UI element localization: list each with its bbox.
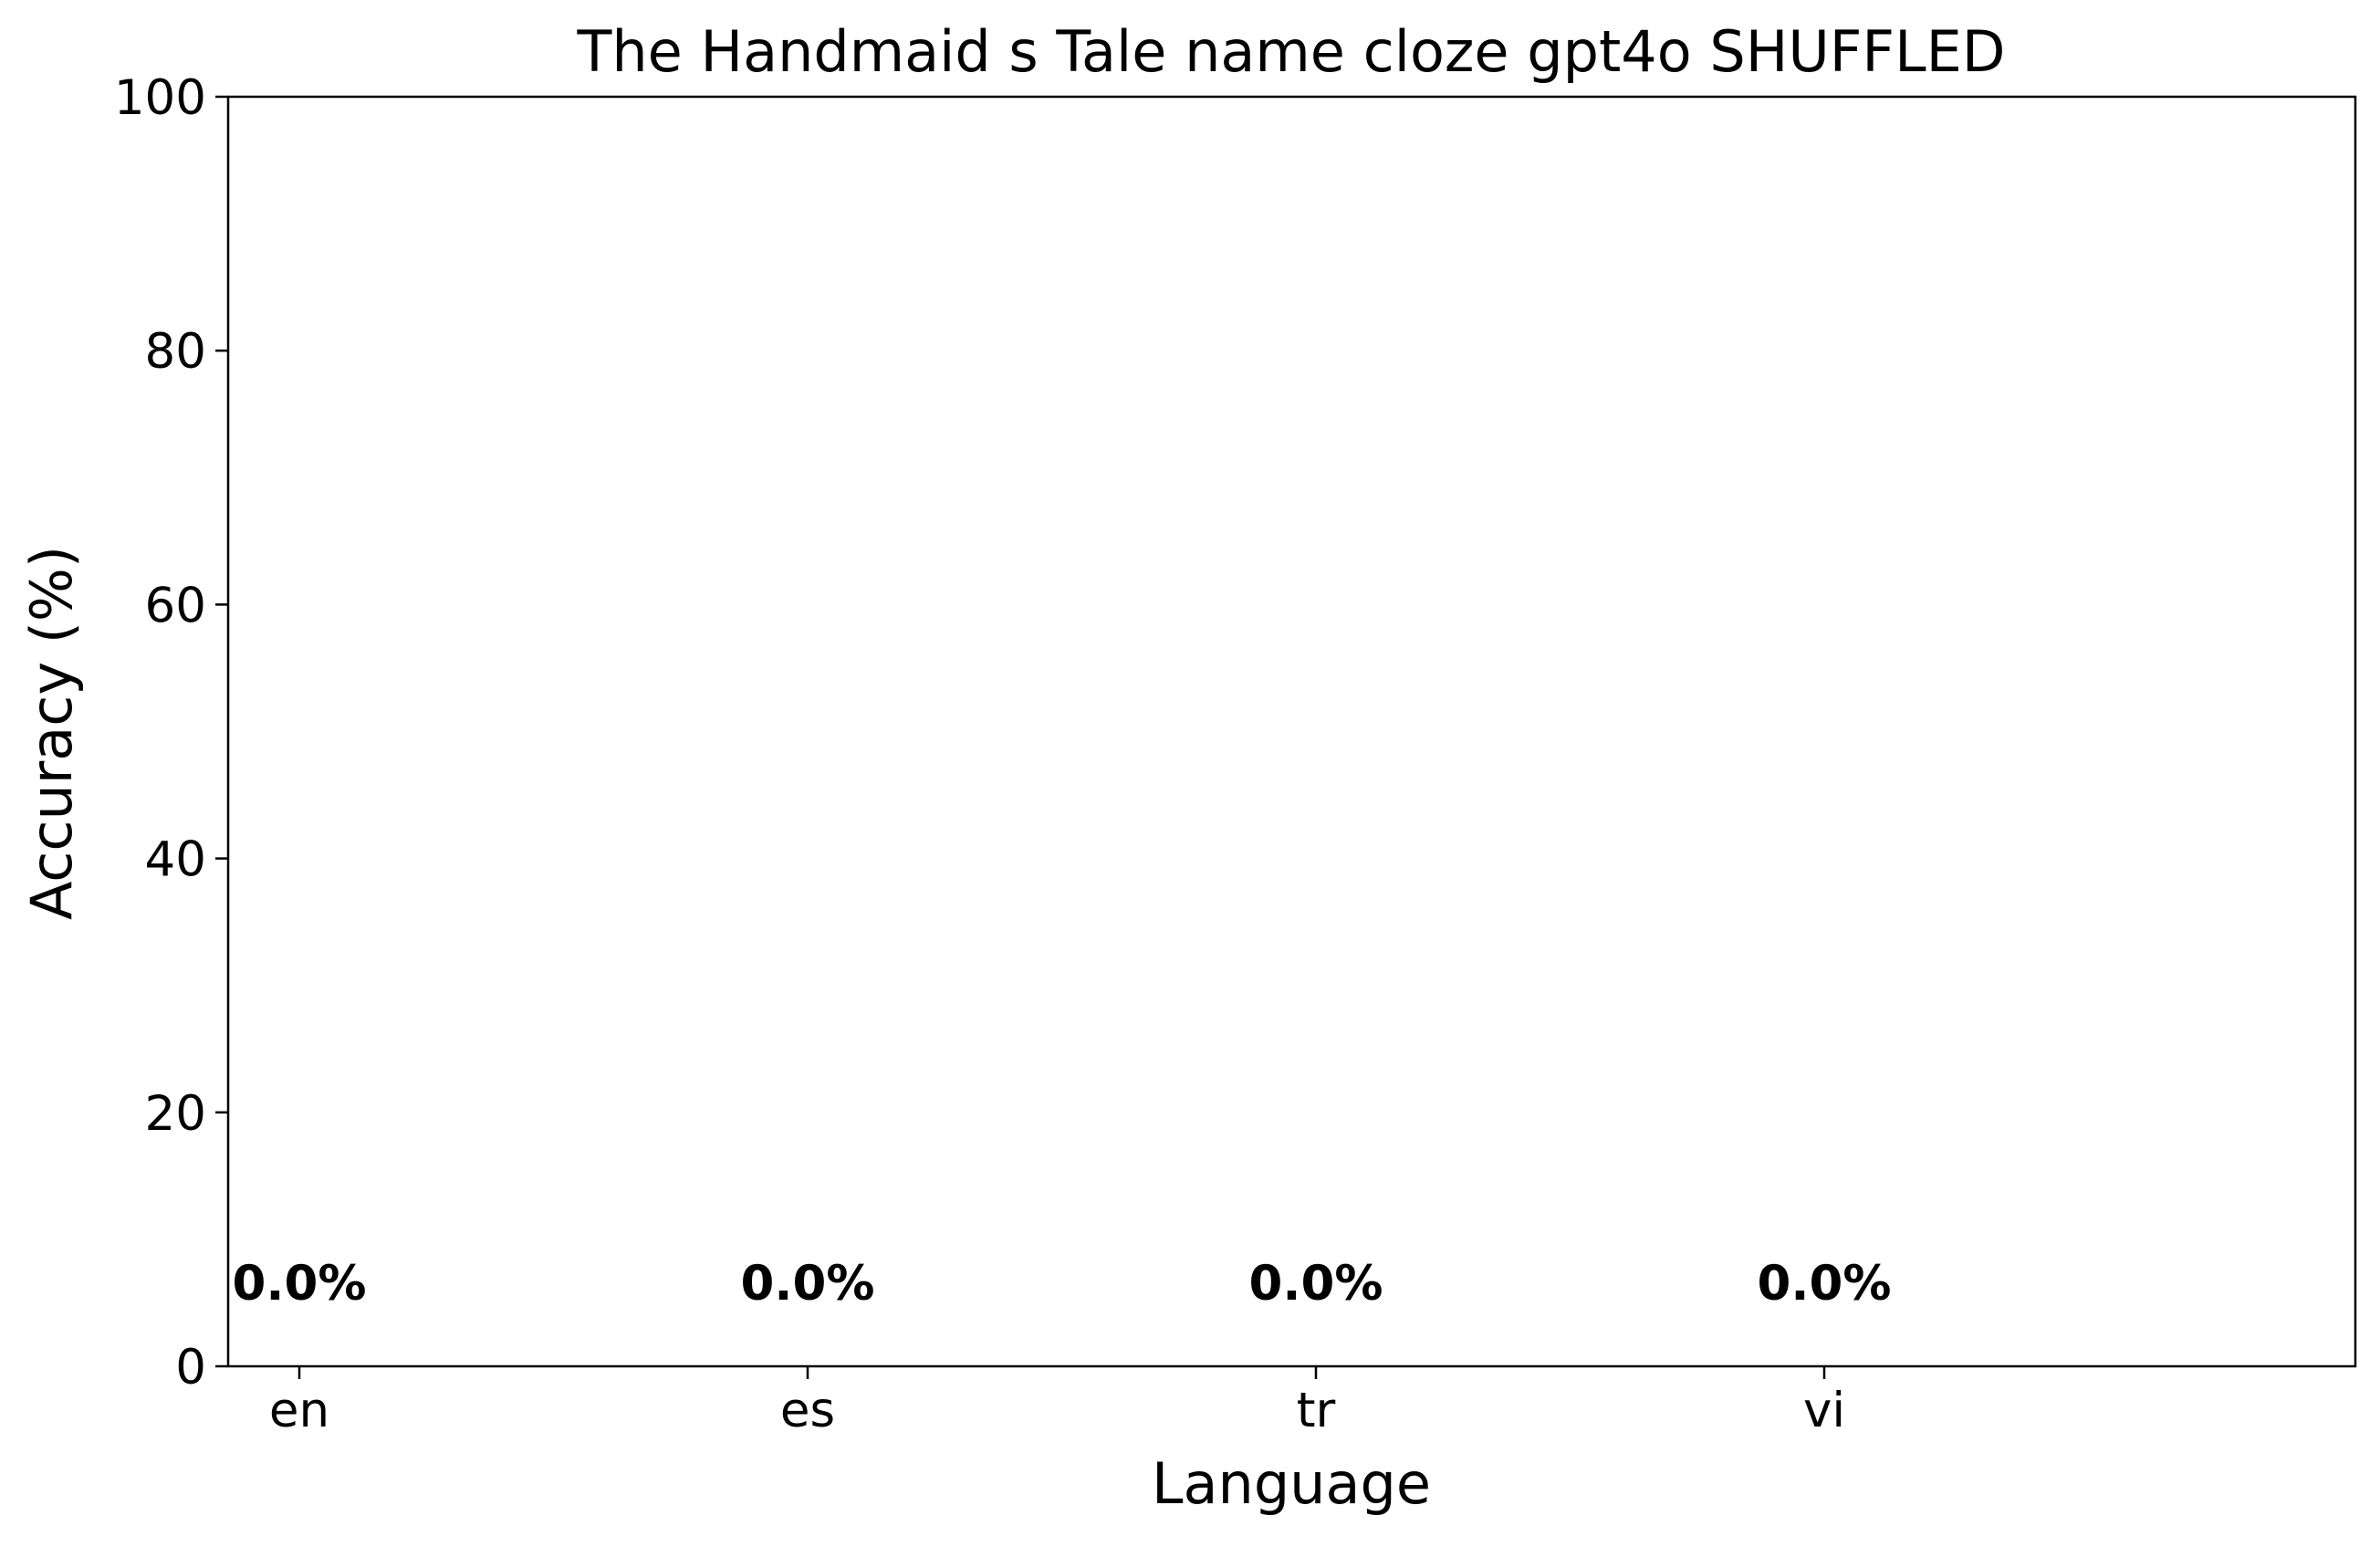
- x-tick-label: es: [780, 1383, 835, 1438]
- y-axis-label: Accuracy (%): [18, 546, 85, 920]
- y-tick-label: 20: [145, 1086, 206, 1142]
- x-tick-label: tr: [1297, 1383, 1336, 1438]
- bar-value-label: 0.0%: [1758, 1256, 1892, 1312]
- x-axis-label: Language: [1152, 1450, 1431, 1517]
- y-tick-label: 80: [145, 324, 206, 380]
- x-tick-label: vi: [1803, 1383, 1845, 1438]
- plot-area: 0 20 40 60 80 100 en 0.0% es 0.0% tr 0.0% vi 0.0%: [114, 70, 1892, 1438]
- bar-value-label: 0.0%: [233, 1256, 367, 1312]
- y-tick-label: 100: [114, 70, 206, 126]
- y-tick-label: 0: [175, 1340, 206, 1395]
- y-tick-label: 60: [145, 578, 206, 633]
- bar-value-label: 0.0%: [741, 1256, 875, 1312]
- bar-value-label: 0.0%: [1249, 1256, 1383, 1312]
- y-tick-label: 40: [145, 832, 206, 888]
- plot-frame: [226, 95, 2357, 1368]
- chart-title: The Handmaid s Tale name cloze gpt4o SHU…: [576, 18, 2005, 85]
- x-tick-label: en: [269, 1383, 329, 1438]
